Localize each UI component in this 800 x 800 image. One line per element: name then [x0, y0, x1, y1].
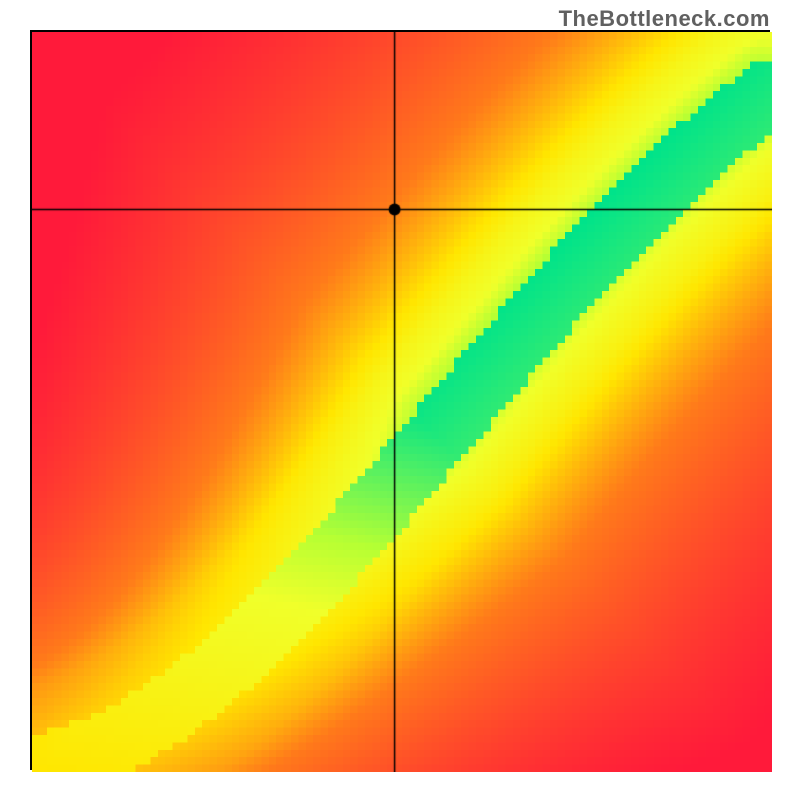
chart-frame — [30, 30, 770, 770]
bottleneck-heatmap — [32, 32, 772, 772]
watermark-text: TheBottleneck.com — [559, 6, 770, 32]
